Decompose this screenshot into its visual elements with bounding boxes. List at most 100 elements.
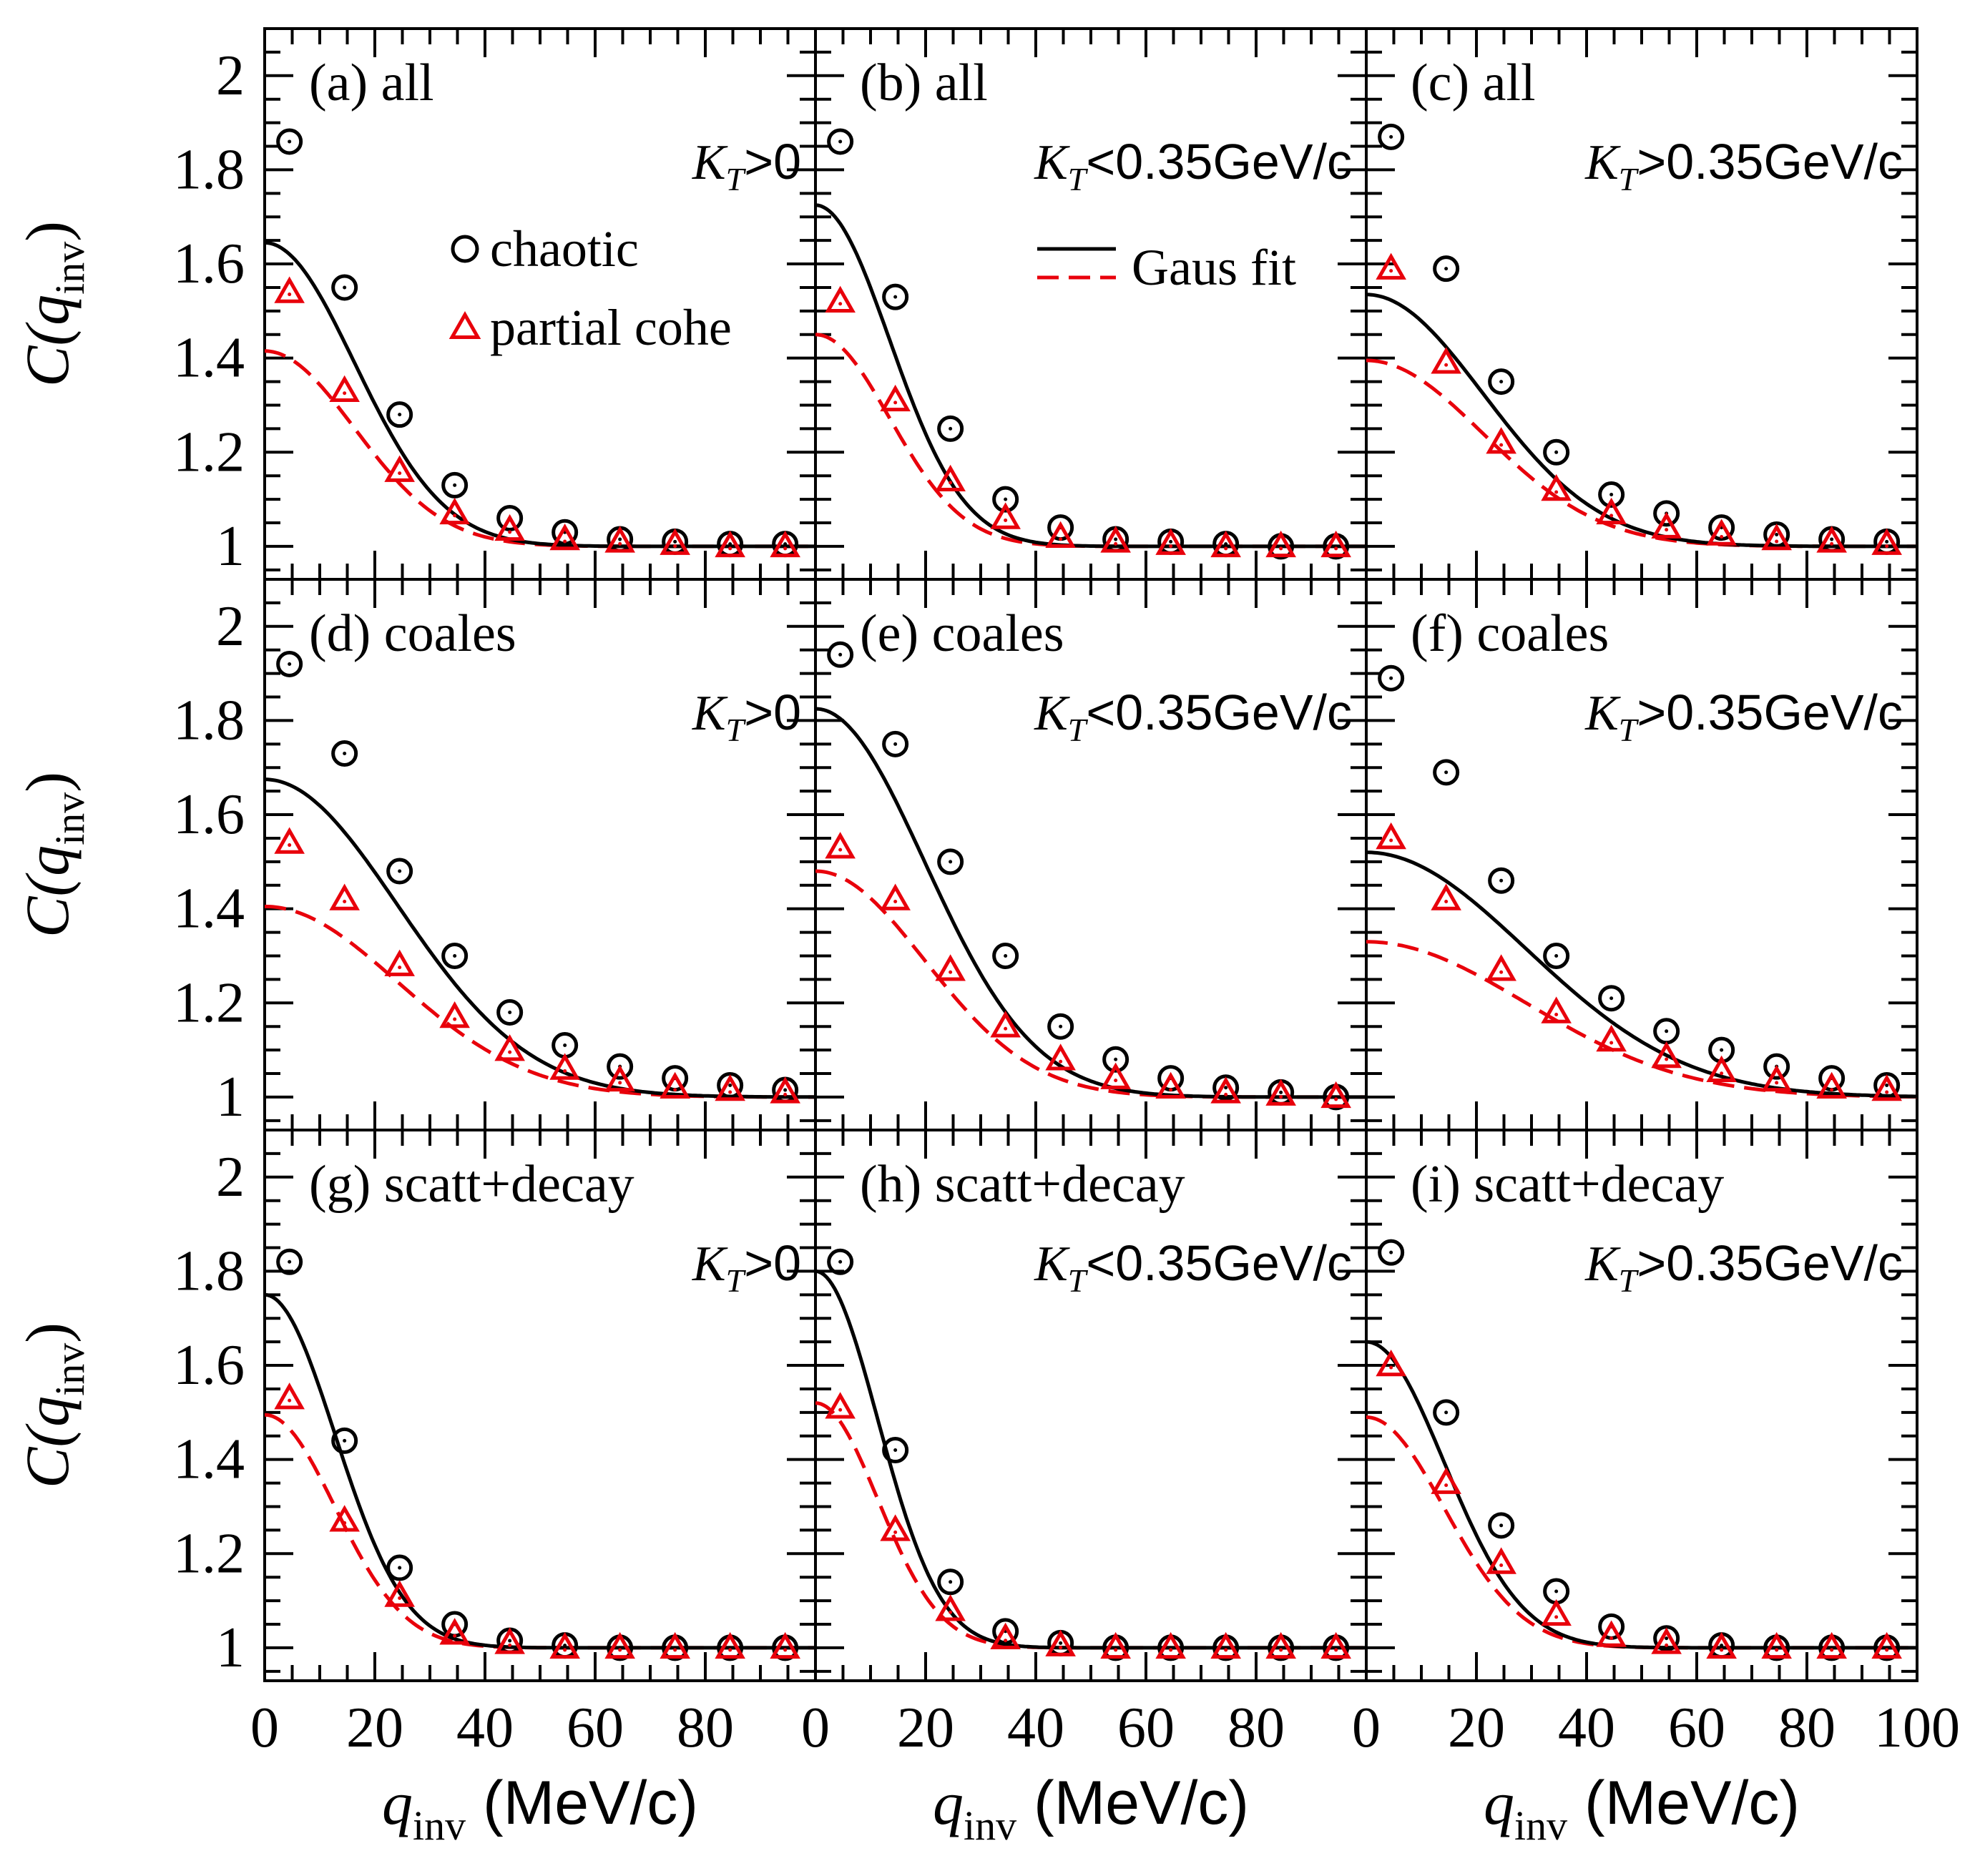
kt-symbol: K [1584, 1237, 1621, 1292]
y-tick-label: 1.6 [173, 783, 245, 846]
marker-chaotic [496, 998, 524, 1026]
marker-chaotic-dot [343, 285, 347, 290]
y-tick-label: 1.4 [173, 878, 245, 941]
marker-partial [1376, 1350, 1406, 1377]
marker-partial-dot [838, 302, 843, 306]
marker-chaotic-dot [1609, 493, 1614, 497]
marker-chaotic-dot [1720, 1644, 1724, 1648]
marker-partial-dot [618, 1648, 622, 1652]
marker-partial-dot [1004, 1639, 1008, 1643]
marker-partial [1541, 1598, 1572, 1626]
marker-partial [825, 1392, 856, 1419]
marker-partial-dot [1389, 269, 1393, 273]
marker-partial [384, 1580, 415, 1607]
fit-line-chaotic [265, 777, 815, 1099]
marker-partial-dot [1609, 514, 1614, 518]
x-tick-label: 80 [1227, 1696, 1285, 1759]
panel-data [1366, 664, 1917, 1101]
marker-partial [439, 1618, 470, 1645]
y-title-suffix: ) [13, 772, 82, 792]
x-tick-label: 80 [1778, 1696, 1836, 1759]
y-title-main: q [13, 845, 82, 876]
marker-chaotic [882, 1437, 909, 1464]
kt-subscript: T [726, 712, 747, 748]
legend-markers: chaotic partial cohe [449, 220, 732, 356]
marker-partial-dot [1059, 537, 1063, 541]
marker-chaotic-dot [1114, 1057, 1118, 1061]
x-title-sub: inv [964, 1802, 1016, 1849]
marker-chaotic [992, 1618, 1019, 1645]
marker-partial [604, 1631, 635, 1659]
marker-partial [1431, 1467, 1461, 1494]
kt-label: KT<0.35GeV/c [1034, 1235, 1352, 1299]
marker-chaotic [386, 401, 413, 428]
y-axis-title: C(qinv) [13, 221, 93, 387]
marker-chaotic [1763, 1053, 1790, 1080]
marker-partial [1706, 519, 1737, 546]
marker-partial-dot [1830, 1648, 1834, 1652]
panel-label: (b) all [860, 54, 988, 112]
y-title-main: q [13, 1396, 82, 1427]
marker-partial-dot [949, 970, 953, 974]
kt-subscript: T [1068, 161, 1089, 197]
y-title-main: q [13, 295, 82, 325]
marker-partial-dot [453, 1017, 457, 1021]
x-title-main: q [382, 1769, 413, 1837]
y-tick-label: 1.4 [173, 1428, 245, 1491]
kt-value: <0.35GeV/c [1086, 1235, 1352, 1291]
marker-chaotic-dot [1004, 497, 1008, 501]
marker-partial [990, 1011, 1021, 1038]
marker-partial-dot [1665, 528, 1669, 532]
marker-chaotic [827, 128, 854, 155]
marker-partial [1541, 996, 1572, 1023]
marker-partial-dot [949, 481, 953, 485]
marker-chaotic [1708, 514, 1735, 541]
panel-label: (c) all [1411, 54, 1536, 112]
marker-chaotic [937, 415, 964, 442]
marker-chaotic [276, 1248, 303, 1275]
marker-partial [1651, 511, 1682, 539]
kt-subscript: T [726, 1262, 747, 1299]
marker-partial-dot [1499, 443, 1504, 447]
panel-i: (i) scatt+decay KT>0.35GeV/c [1365, 1129, 1918, 1682]
marker-chaotic-dot [893, 295, 898, 299]
kt-label: KT>0 [692, 1235, 801, 1299]
marker-partial-dot [343, 900, 347, 904]
legend-partial-label: partial cohe [490, 299, 732, 356]
x-title-main: q [933, 1769, 964, 1837]
panel-data [1366, 1239, 1917, 1661]
marker-chaotic [1653, 1625, 1680, 1652]
marker-partial-dot [288, 843, 292, 848]
marker-chaotic [992, 486, 1019, 513]
panel-label: (f) coales [1411, 604, 1609, 663]
marker-partial-dot [398, 966, 402, 970]
x-tick-label: 60 [1668, 1696, 1725, 1759]
kt-symbol: K [1034, 686, 1070, 741]
marker-chaotic-dot [563, 1043, 567, 1048]
marker-partial-dot [1059, 1646, 1063, 1650]
marker-partial-dot [838, 848, 843, 852]
kt-symbol: K [1584, 135, 1621, 190]
marker-chaotic-dot [1389, 134, 1393, 139]
marker-partial-dot [893, 401, 898, 405]
x-tick-label: 60 [567, 1696, 624, 1759]
legend-fit: Gaus fit [1037, 239, 1296, 296]
marker-partial-dot [1554, 1615, 1559, 1619]
legend-chaotic-label: chaotic [490, 220, 639, 278]
y-title-sub: inv [46, 1343, 93, 1396]
marker-partial [1816, 1071, 1847, 1099]
marker-chaotic-dot [673, 539, 677, 544]
y-tick-label: 2 [216, 44, 245, 107]
marker-partial [1265, 530, 1296, 558]
marker-partial-dot [783, 1648, 788, 1652]
marker-partial [1431, 883, 1461, 910]
marker-chaotic-dot [838, 139, 843, 144]
marker-chaotic-dot [1114, 537, 1118, 541]
kt-subscript: T [1068, 712, 1089, 748]
marker-partial-dot [1775, 1081, 1779, 1085]
marker-partial-dot [1059, 1059, 1063, 1064]
x-tick-label: 0 [801, 1696, 830, 1759]
fit-line-partial [265, 904, 815, 1099]
marker-partial-dot [1224, 1092, 1228, 1096]
